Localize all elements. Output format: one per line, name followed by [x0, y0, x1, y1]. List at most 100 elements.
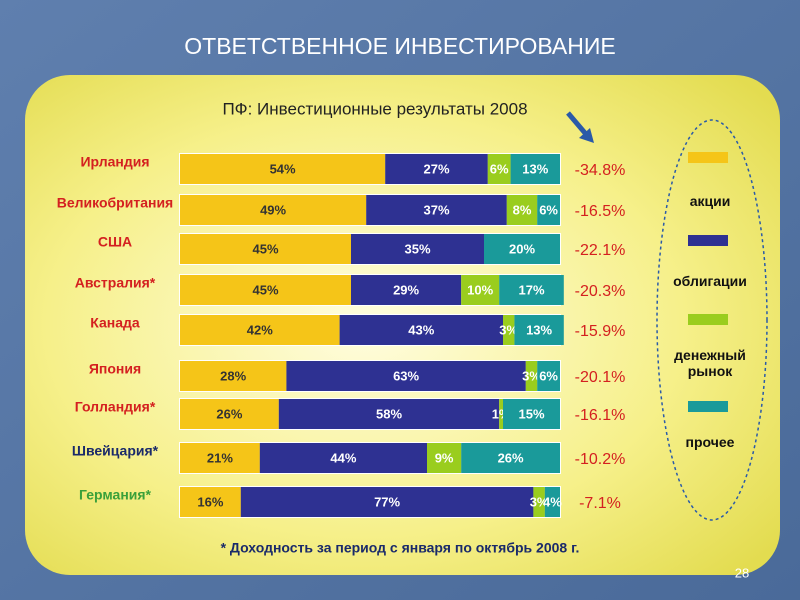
category-label: Ирландия	[80, 154, 149, 170]
value-label: 49%	[260, 202, 286, 217]
bar-segment	[503, 315, 515, 345]
bar-segment	[503, 399, 560, 429]
return-label: -22.1%	[575, 242, 626, 259]
value-label: 29%	[393, 282, 419, 297]
value-label: 21%	[207, 450, 233, 465]
bar-segment	[180, 315, 340, 345]
bar-segment	[351, 275, 462, 305]
bar-segment	[180, 154, 386, 184]
value-label: 35%	[404, 241, 430, 256]
return-label: -34.8%	[575, 162, 626, 179]
category-label: Великобритания	[57, 195, 173, 211]
legend-label: денежный рынок	[674, 347, 746, 379]
bar-segment	[259, 443, 427, 473]
value-label: 37%	[423, 202, 449, 217]
value-label: 58%	[376, 406, 402, 421]
legend-label: облигации	[673, 273, 747, 289]
value-label: 77%	[374, 494, 400, 509]
bar-segment	[180, 275, 351, 305]
bar-segment	[510, 154, 560, 184]
value-label: 28%	[220, 368, 246, 383]
value-label: 9%	[435, 450, 454, 465]
value-label: 6%	[539, 368, 558, 383]
bar-segment	[180, 361, 287, 391]
bar-segment	[514, 315, 564, 345]
bar-segment	[525, 361, 538, 391]
category-label: Австралия*	[75, 275, 156, 291]
bar-segment	[180, 195, 367, 225]
value-label: 3%	[522, 368, 541, 383]
bar-segment	[461, 443, 560, 473]
bar-segment	[427, 443, 462, 473]
bar-segment	[499, 275, 564, 305]
value-label: 17%	[518, 282, 544, 297]
subtitle: ПФ: Инвестиционные результаты 2008	[222, 99, 527, 118]
bar-segment	[278, 399, 500, 429]
bar-segment	[240, 487, 534, 517]
value-label: 6%	[539, 202, 558, 217]
category-label: Голландия*	[75, 399, 156, 415]
return-label: -15.9%	[575, 323, 626, 340]
title: ОТВЕТСТВЕННОЕ ИНВЕСТИРОВАНИЕ	[184, 33, 615, 59]
value-label: 8%	[513, 202, 532, 217]
value-label: 63%	[393, 368, 419, 383]
bar-segment	[351, 234, 484, 264]
legend-swatch	[688, 152, 728, 163]
value-label: 26%	[498, 450, 524, 465]
category-label: Швейцария*	[72, 443, 159, 459]
value-label: 44%	[330, 450, 356, 465]
value-label: 3%	[499, 322, 518, 337]
arrow	[566, 111, 587, 135]
return-label: -16.5%	[575, 203, 626, 220]
return-label: -20.1%	[575, 369, 626, 386]
legend-swatch	[688, 235, 728, 246]
value-label: 13%	[526, 322, 552, 337]
bar-segment	[385, 154, 488, 184]
legend-label: акции	[689, 193, 731, 209]
value-label: 6%	[490, 161, 509, 176]
value-label: 45%	[252, 282, 278, 297]
bar-segment	[537, 195, 560, 225]
footnote: * Доходность за период с января по октяб…	[221, 540, 580, 556]
page-number: 28	[735, 565, 749, 580]
bar-segment	[487, 154, 511, 184]
value-label: 45%	[252, 241, 278, 256]
bar-segment	[544, 487, 560, 517]
value-label: 15%	[518, 406, 544, 421]
category-label: Германия*	[79, 487, 152, 503]
bar-segment	[180, 234, 351, 264]
legend-swatch	[688, 401, 728, 412]
value-label: 3%	[530, 494, 549, 509]
category-label: Япония	[89, 361, 141, 377]
bar-segment	[180, 487, 241, 517]
legend-label: прочее	[685, 434, 735, 450]
value-label: 10%	[467, 282, 493, 297]
value-label: 54%	[270, 161, 296, 176]
bar-segment	[461, 275, 500, 305]
value-label: 13%	[522, 161, 548, 176]
return-label: -20.3%	[575, 283, 626, 300]
value-label: 27%	[423, 161, 449, 176]
bar-segment	[533, 487, 545, 517]
value-label: 4%	[543, 494, 562, 509]
legend-swatch	[688, 314, 728, 325]
bar-segment	[537, 361, 560, 391]
value-label: 43%	[408, 322, 434, 337]
value-label: 42%	[247, 322, 273, 337]
return-label: -7.1%	[579, 495, 621, 512]
bar-segment	[339, 315, 503, 345]
bar-segment	[484, 234, 560, 264]
arrow-head	[579, 128, 594, 143]
bar-segment	[506, 195, 538, 225]
return-label: -16.1%	[575, 407, 626, 424]
bar-segment	[180, 443, 260, 473]
bar-segment	[499, 399, 503, 429]
legend-frame	[656, 119, 768, 521]
bar-segment	[286, 361, 526, 391]
return-label: -10.2%	[575, 451, 626, 468]
category-label: США	[98, 234, 132, 250]
value-label: 26%	[216, 406, 242, 421]
category-label: Канада	[90, 315, 140, 331]
